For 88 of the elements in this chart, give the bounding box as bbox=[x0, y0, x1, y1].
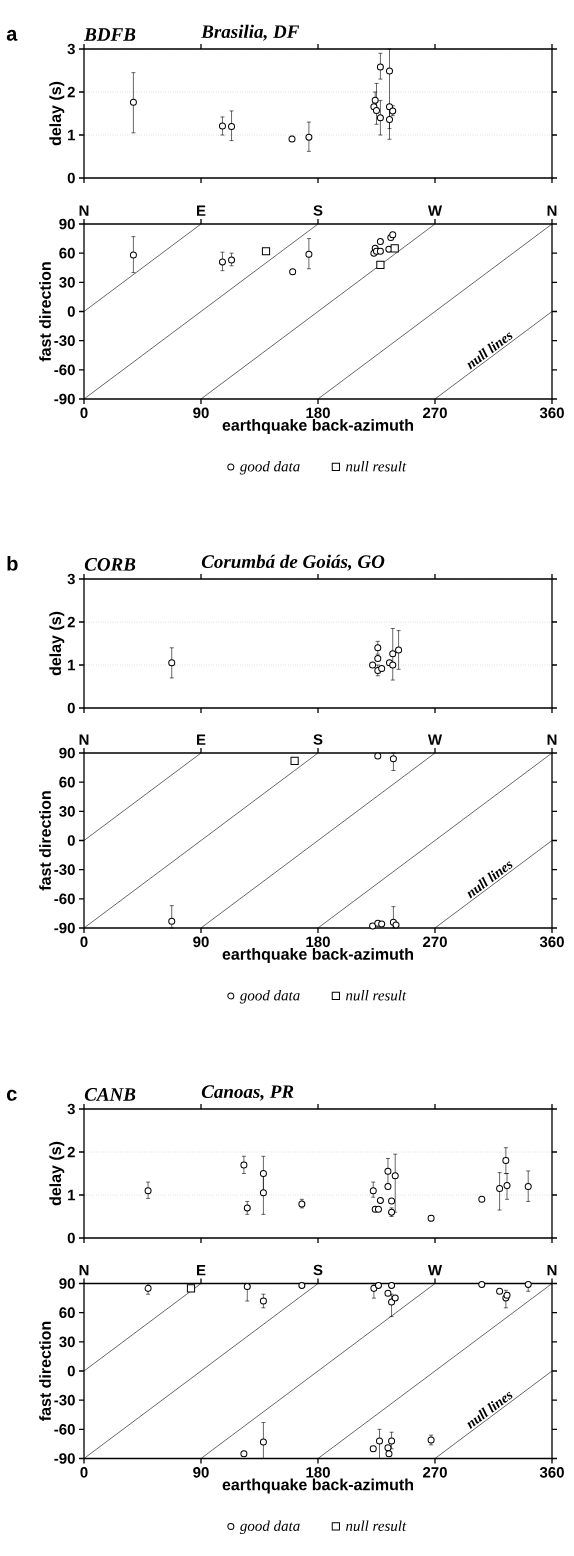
text: W bbox=[427, 205, 443, 216]
y-tick-label: -90 bbox=[54, 1453, 75, 1464]
text: N bbox=[547, 734, 557, 745]
y-tick-label: 30 bbox=[59, 277, 75, 288]
y-axis-title: delay (s) bbox=[49, 81, 65, 146]
chart-subtitle: Brasilia, DF bbox=[201, 24, 300, 41]
y-tick-label: 1 bbox=[68, 129, 76, 141]
y-tick-label: -60 bbox=[54, 1424, 75, 1435]
x-axis-title: earthquake back-azimuth bbox=[222, 419, 414, 434]
chart-subtitle: Canoas, PR bbox=[201, 1085, 294, 1101]
y-axis-title: fast direction bbox=[39, 262, 51, 362]
x-tick-label: 180 bbox=[306, 407, 330, 419]
y-tick-label: -30 bbox=[54, 1394, 75, 1406]
text: S bbox=[313, 1264, 323, 1276]
x-tick-label: 90 bbox=[193, 407, 209, 419]
y-tick-label: 1 bbox=[68, 659, 76, 671]
legend-label: good data bbox=[239, 460, 300, 475]
legend-label: null result bbox=[345, 460, 407, 472]
text: c bbox=[6, 1089, 17, 1101]
text: S bbox=[313, 205, 323, 216]
y-tick-label: 0 bbox=[67, 702, 75, 714]
y-tick-label: 2 bbox=[67, 1146, 75, 1158]
y-tick-label: 0 bbox=[67, 1365, 75, 1377]
y-tick-label: 3 bbox=[67, 1103, 75, 1115]
legend-label: null result bbox=[345, 989, 407, 1001]
x-tick-label: 360 bbox=[539, 1467, 564, 1478]
y-tick-label: -90 bbox=[54, 393, 75, 405]
x-tick-label: 180 bbox=[306, 1467, 330, 1478]
y-tick-label: 30 bbox=[59, 1336, 75, 1348]
x-tick-label: 270 bbox=[423, 407, 447, 419]
x-axis-title: earthquake back-azimuth bbox=[222, 1478, 414, 1494]
text: E bbox=[197, 205, 206, 216]
y-tick-label: 60 bbox=[59, 1307, 75, 1318]
y-tick-label: 3 bbox=[67, 573, 75, 585]
text: W bbox=[427, 734, 443, 745]
y-tick-label: -60 bbox=[54, 893, 75, 905]
text: N bbox=[547, 205, 557, 216]
text: W bbox=[427, 1265, 443, 1276]
text: S bbox=[313, 734, 323, 745]
text: N bbox=[79, 1265, 89, 1276]
y-tick-label: 60 bbox=[59, 247, 75, 259]
y-axis-title: fast direction bbox=[39, 1321, 51, 1421]
x-tick-label: 360 bbox=[539, 936, 564, 948]
y-tick-label: -60 bbox=[54, 364, 75, 376]
y-tick-label: 2 bbox=[67, 86, 75, 98]
text: b bbox=[7, 556, 18, 571]
y-tick-label: 90 bbox=[59, 747, 75, 759]
text: E bbox=[197, 1265, 206, 1276]
y-tick-label: -90 bbox=[54, 922, 75, 934]
legend-label: null result bbox=[345, 1520, 407, 1532]
y-tick-label: 0 bbox=[67, 835, 75, 846]
y-tick-label: 3 bbox=[67, 43, 75, 55]
y-axis-title: fast direction bbox=[39, 791, 51, 891]
x-tick-label: 270 bbox=[423, 936, 447, 948]
legend-label: good data bbox=[239, 1520, 300, 1535]
text: N bbox=[547, 1265, 557, 1276]
chart-subtitle: Corumbá de Goiás, GO bbox=[201, 554, 385, 571]
text: N bbox=[79, 205, 89, 216]
y-tick-label: 90 bbox=[59, 1278, 75, 1289]
x-tick-label: 0 bbox=[80, 1467, 88, 1478]
y-tick-label: 60 bbox=[59, 776, 75, 788]
legend-label: good data bbox=[239, 989, 300, 1004]
y-tick-label: -30 bbox=[54, 864, 75, 875]
chart-title: BDFB bbox=[84, 28, 136, 41]
y-tick-label: 0 bbox=[67, 172, 75, 184]
x-tick-label: 90 bbox=[193, 1467, 209, 1478]
y-tick-label: 30 bbox=[59, 806, 75, 817]
chart-title: CANB bbox=[84, 1088, 136, 1101]
y-tick-label: 90 bbox=[59, 218, 75, 230]
text: a bbox=[6, 29, 18, 41]
x-tick-label: 0 bbox=[80, 936, 88, 948]
y-axis-title: delay (s) bbox=[49, 1141, 65, 1206]
x-tick-label: 90 bbox=[193, 936, 209, 948]
y-tick-label: -30 bbox=[54, 335, 75, 346]
text: E bbox=[197, 734, 206, 745]
chart-title: CORB bbox=[84, 558, 136, 571]
x-tick-label: 270 bbox=[423, 1467, 447, 1478]
y-tick-label: 0 bbox=[67, 1232, 75, 1244]
y-axis-title: delay (s) bbox=[49, 611, 65, 676]
y-tick-label: 1 bbox=[68, 1189, 76, 1201]
y-tick-label: 2 bbox=[67, 616, 75, 628]
text: null lines bbox=[467, 1391, 513, 1429]
x-tick-label: 180 bbox=[306, 936, 330, 948]
x-tick-label: 0 bbox=[80, 407, 88, 419]
y-tick-label: 0 bbox=[67, 306, 75, 317]
text: N bbox=[79, 734, 89, 745]
x-axis-title: earthquake back-azimuth bbox=[222, 948, 414, 963]
x-tick-label: 360 bbox=[539, 407, 564, 419]
